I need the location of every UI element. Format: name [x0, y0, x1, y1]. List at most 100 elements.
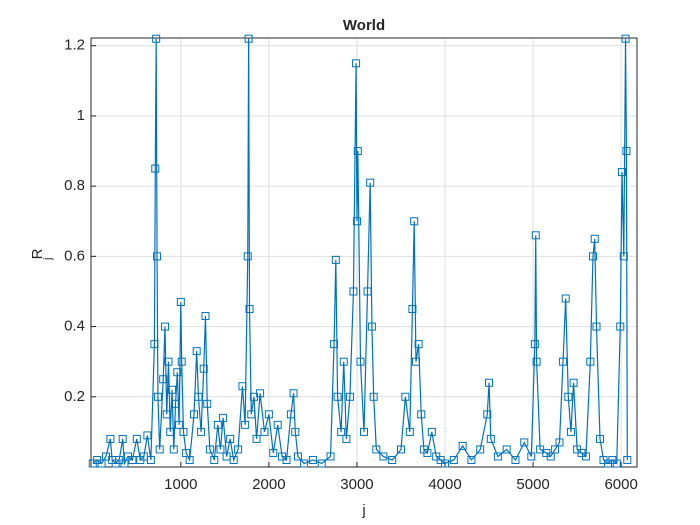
data-marker	[569, 378, 578, 387]
data-marker	[423, 448, 432, 457]
data-marker	[623, 455, 632, 464]
data-marker	[564, 392, 573, 401]
data-marker	[317, 459, 326, 468]
data-marker	[366, 178, 375, 187]
x-tick-label: 5000	[516, 476, 549, 493]
x-tick-label: 2000	[252, 476, 285, 493]
x-axis-label: j	[361, 502, 365, 519]
y-tick-label: 0.8	[64, 177, 85, 194]
data-marker	[586, 357, 595, 366]
data-marker	[369, 392, 378, 401]
y-tick-label: 0.6	[64, 247, 85, 264]
data-marker	[622, 147, 631, 156]
data-marker	[342, 434, 351, 443]
data-marker	[531, 231, 540, 240]
y-tick-label: 0.2	[64, 388, 85, 405]
data-marker	[164, 357, 173, 366]
data-marker	[458, 441, 467, 450]
data-marker	[213, 420, 222, 429]
data-marker	[229, 455, 238, 464]
data-line	[92, 38, 628, 466]
x-tick-label: 3000	[340, 476, 373, 493]
data-marker	[379, 452, 388, 461]
x-tick-label: 4000	[428, 476, 461, 493]
data-marker	[247, 410, 256, 419]
data-marker	[551, 445, 560, 454]
data-marker	[486, 434, 495, 443]
data-marker	[241, 420, 250, 429]
data-marker	[282, 455, 291, 464]
data-marker	[291, 427, 300, 436]
data-marker	[219, 413, 228, 422]
data-marker	[150, 340, 159, 349]
data-marker	[260, 427, 269, 436]
data-marker	[171, 399, 180, 408]
data-marker	[238, 382, 247, 391]
data-marker	[201, 312, 210, 321]
data-marker	[363, 287, 372, 296]
data-marker	[485, 378, 494, 387]
data-marker	[352, 59, 361, 68]
data-marker	[502, 445, 511, 454]
data-marker	[153, 392, 162, 401]
data-marker	[264, 410, 273, 419]
data-marker	[411, 357, 420, 366]
data-marker	[166, 427, 175, 436]
data-marker	[203, 399, 212, 408]
data-marker	[581, 452, 590, 461]
data-marker	[153, 252, 162, 261]
data-marker	[308, 455, 317, 464]
data-marker	[388, 455, 397, 464]
data-marker	[175, 420, 184, 429]
data-marker	[596, 434, 605, 443]
data-marker	[199, 364, 208, 373]
data-marker	[590, 234, 599, 243]
data-marker	[493, 452, 502, 461]
data-marker	[176, 298, 185, 306]
data-marker	[300, 459, 309, 468]
data-marker	[216, 445, 225, 454]
data-marker	[467, 455, 476, 464]
y-tick-label: 0.4	[64, 318, 85, 335]
data-marker	[449, 455, 458, 464]
y-axis-label-subscript: j	[42, 258, 54, 261]
y-axis-label: R	[29, 248, 46, 259]
data-marker	[162, 410, 171, 419]
data-marker	[612, 459, 621, 468]
data-marker	[118, 434, 127, 443]
data-marker	[588, 252, 597, 261]
data-marker	[234, 445, 243, 454]
data-marker	[352, 217, 361, 226]
data-marker	[527, 452, 536, 461]
data-marker	[619, 252, 628, 261]
data-marker	[345, 392, 354, 401]
data-marker	[476, 445, 485, 454]
data-marker	[561, 294, 570, 303]
data-marker	[146, 455, 155, 464]
data-marker	[245, 305, 254, 314]
data-marker	[330, 340, 339, 349]
data-marker	[530, 340, 539, 349]
data-marker	[192, 347, 201, 356]
data-marker	[173, 368, 182, 377]
data-marker	[286, 410, 295, 419]
data-marker	[152, 34, 161, 43]
plot-frame	[90, 37, 638, 468]
data-marker	[226, 434, 235, 443]
data-marker	[333, 392, 342, 401]
data-marker	[168, 385, 177, 394]
data-marker	[367, 322, 376, 331]
data-marker	[269, 448, 278, 457]
data-marker	[441, 459, 450, 468]
data-marker	[546, 452, 555, 461]
data-marker	[97, 459, 106, 468]
data-marker	[339, 357, 348, 366]
data-marker	[401, 392, 410, 401]
data-marker	[410, 217, 419, 226]
data-marker	[244, 34, 253, 43]
data-marker	[194, 392, 203, 401]
data-marker	[155, 445, 164, 454]
data-marker	[405, 427, 414, 436]
data-marker	[349, 287, 358, 296]
